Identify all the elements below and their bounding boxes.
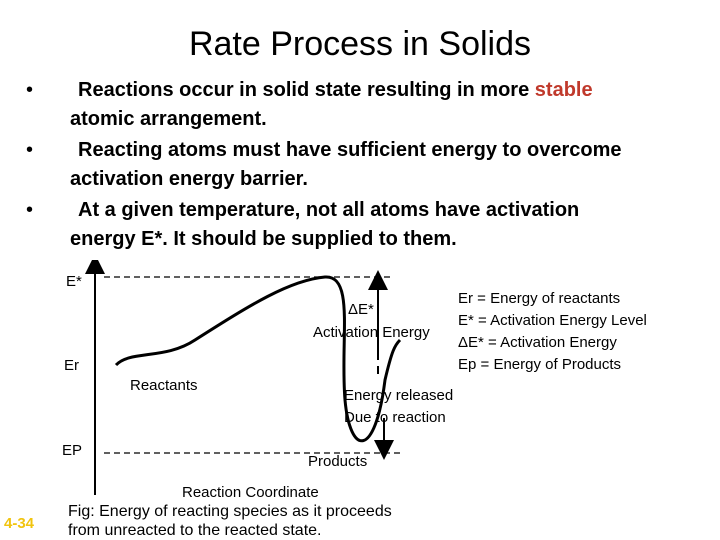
legend-item: Er = Energy of reactants bbox=[458, 290, 621, 307]
energy-released-label-line1: Energy released bbox=[344, 387, 453, 404]
bullet-item: • At a given temperature, not all atoms … bbox=[26, 196, 706, 254]
energy-diagram: E* Er EP ΔE* Activation Energy Reactants… bbox=[62, 260, 453, 500]
e-star-label: E* bbox=[66, 273, 82, 290]
figure-caption: Fig: Energy of reacting species as it pr… bbox=[68, 502, 392, 540]
delta-e-label: ΔE* bbox=[348, 301, 374, 318]
highlight-word: stable bbox=[534, 79, 593, 101]
bullet-item: • Reacting atoms must have sufficient en… bbox=[26, 136, 706, 194]
legend-item: E* = Activation Energy Level bbox=[458, 312, 647, 329]
e-r-label: Er bbox=[64, 357, 79, 374]
bullet-line: atomic arrangement. bbox=[70, 108, 267, 130]
bullet-symbol: • bbox=[26, 139, 34, 161]
bullet-line: Reacting atoms must have sufficient ener… bbox=[78, 139, 622, 161]
e-p-label: EP bbox=[62, 442, 82, 459]
bullet-item: • Reactions occur in solid state resulti… bbox=[26, 76, 706, 134]
bullet-text: Reactions occur in solid state resulting… bbox=[78, 79, 535, 101]
slide-title: Rate Process in Solids bbox=[188, 25, 532, 63]
energy-curve bbox=[114, 275, 402, 443]
slide-number: 4-34 bbox=[4, 515, 35, 532]
bullet-symbol: • bbox=[26, 199, 34, 221]
bullet-symbol: • bbox=[26, 79, 34, 101]
legend-item: ΔE* = Activation Energy bbox=[458, 334, 617, 351]
products-label: Products bbox=[308, 453, 367, 470]
x-axis-label: Reaction Coordinate bbox=[182, 484, 319, 500]
energy-released-label-line2: Due to reaction bbox=[344, 409, 446, 426]
bullet-list: • Reactions occur in solid state resulti… bbox=[26, 76, 706, 256]
bullet-line: activation energy barrier. bbox=[70, 168, 308, 190]
bullet-line: energy E*. It should be supplied to them… bbox=[70, 228, 457, 250]
bullet-line: Reactions occur in solid state resulting… bbox=[78, 76, 706, 105]
legend: Er = Energy of reactants E* = Activation… bbox=[458, 288, 647, 376]
bullet-line: At a given temperature, not all atoms ha… bbox=[78, 199, 580, 221]
legend-item: Ep = Energy of Products bbox=[458, 356, 622, 373]
caption-line: Fig: Energy of reacting species as it pr… bbox=[68, 503, 392, 520]
activation-energy-label: Activation Energy bbox=[313, 324, 430, 341]
caption-line: from unreacted to the reacted state. bbox=[68, 522, 322, 539]
reactants-label: Reactants bbox=[130, 377, 198, 394]
